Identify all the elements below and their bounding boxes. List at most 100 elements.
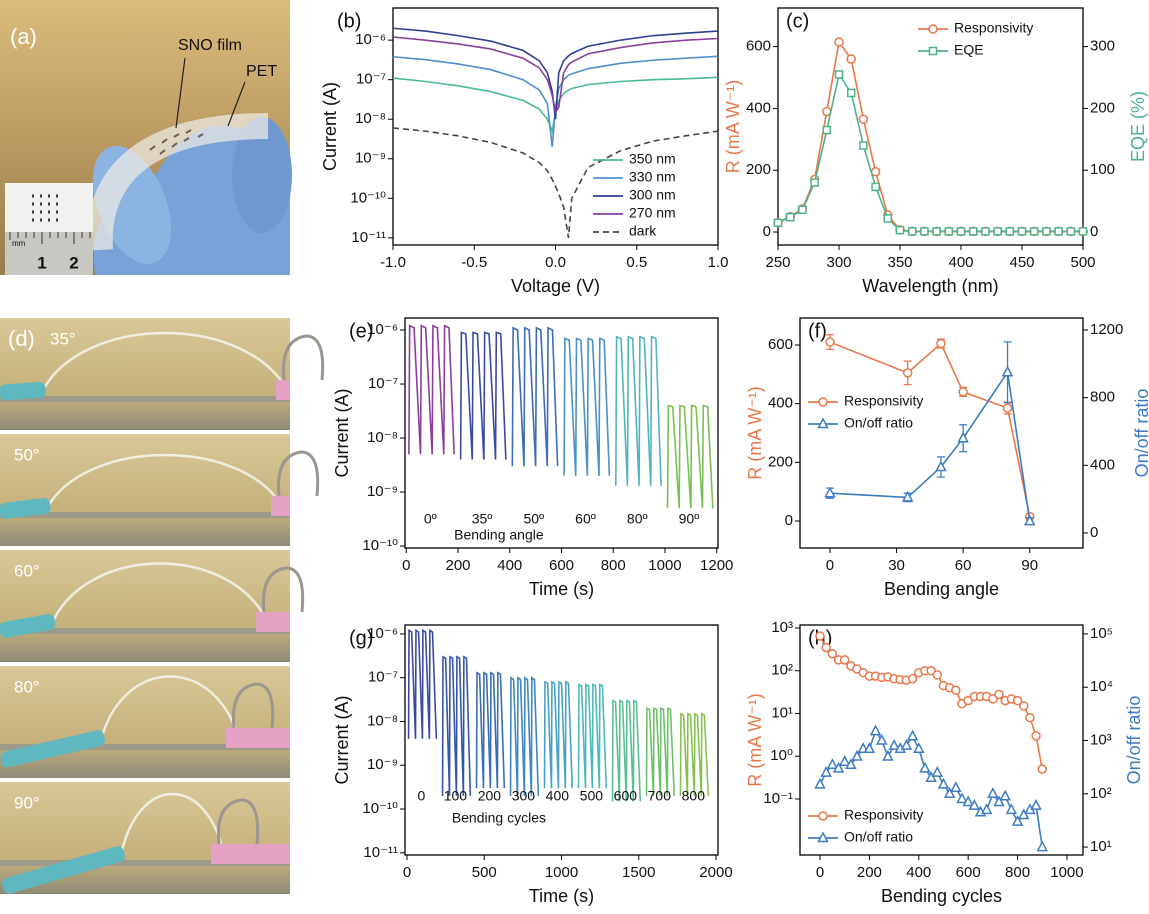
data-point [811, 179, 818, 186]
annotation: Bending cycles [452, 810, 546, 826]
chart-panel: 0306090020040060004008001200Bending angl… [745, 318, 1149, 599]
y-axis-label: Current (A) [332, 695, 352, 784]
x-axis-label: Voltage (V) [511, 276, 600, 296]
x-tick-label: 0.5 [626, 254, 647, 271]
x-tick-label: 500 [1070, 254, 1095, 271]
x-tick-label: 1.0 [708, 254, 729, 271]
y-tick-label: 10³ [771, 619, 793, 636]
y2-tick-label: 10³ [1090, 731, 1112, 748]
x-tick-label: 0 [816, 864, 824, 881]
group-label: 700 [648, 788, 672, 804]
x-tick-label: 1000 [1050, 864, 1083, 881]
legend-label: On/off ratio [844, 415, 913, 431]
data-point [823, 127, 830, 134]
y-tick-label: 0 [785, 512, 793, 529]
data-point [775, 219, 782, 226]
y-tick-label: 400 [746, 99, 771, 116]
y-tick-label: 10⁻¹¹ [363, 844, 398, 861]
ruler-unit: mm [12, 239, 26, 248]
data-point [933, 228, 940, 235]
y-tick-label: 10⁻¹⁰ [350, 189, 386, 206]
data-point [1006, 228, 1013, 235]
x-tick-label: 1000 [545, 864, 578, 881]
x-tick-label: 500 [472, 864, 497, 881]
data-point [1019, 228, 1026, 235]
page: {"photo_a": {"panel_label": "(a)", "film… [0, 0, 1149, 914]
data-point [816, 779, 825, 788]
data-point [952, 686, 960, 694]
y2-tick-label: 0 [1090, 524, 1098, 541]
panel-label: (d) [8, 326, 35, 351]
x-tick-label: 600 [956, 864, 981, 881]
data-point [1038, 842, 1047, 851]
legend-label: Responsivity [844, 807, 923, 823]
data-point [970, 228, 977, 235]
series-line [612, 701, 640, 802]
y2-tick-label: 400 [1090, 456, 1115, 473]
y-tick-label: 10⁰ [770, 747, 793, 764]
y-tick-label: 600 [768, 336, 793, 353]
y-axis-label: R (mA W⁻¹) [745, 693, 765, 786]
panel-label: (a) [10, 24, 37, 49]
y-tick-label: 10⁻¹⁰ [362, 537, 398, 554]
y-tick-label: 400 [768, 395, 793, 412]
series-line [393, 37, 718, 112]
group-label: 60º [575, 511, 596, 527]
x-tick-label: 2000 [699, 864, 732, 881]
group-label: 35º [472, 511, 493, 527]
data-point [828, 760, 837, 769]
data-point [904, 369, 912, 377]
data-point [859, 115, 867, 123]
data-point [920, 763, 929, 772]
data-point [1007, 805, 1016, 814]
y2-axis-label: On/off ratio [1124, 696, 1144, 785]
x-tick-label: 1200 [700, 557, 733, 574]
y2-tick-label: 10¹ [1090, 838, 1112, 855]
photo-a: (a) SNO film PET mm 1 2 [0, 0, 292, 275]
x-tick-label: 400 [906, 864, 931, 881]
y2-tick-label: 200 [1090, 99, 1115, 116]
data-point [1055, 228, 1062, 235]
angle-label: 90° [14, 793, 40, 812]
y-tick-label: 10⁻¹⁰ [362, 800, 398, 817]
data-point [822, 643, 830, 651]
photo-background [0, 550, 290, 662]
x-tick-label: 0 [826, 557, 834, 574]
x-axis-label: Time (s) [529, 886, 594, 906]
data-point [1032, 801, 1041, 810]
angle-label: 60° [14, 561, 40, 580]
series-line [443, 657, 471, 796]
y-axis-label: Current (A) [332, 388, 352, 477]
legend-label: On/off ratio [844, 829, 913, 845]
data-point [1020, 702, 1028, 710]
x-tick-label: -1.0 [380, 254, 406, 271]
y2-tick-label: 300 [1090, 38, 1115, 55]
y2-axis-label: On/off ratio [1132, 389, 1149, 478]
y-tick-label: 10⁻⁹ [367, 756, 398, 773]
series-line [393, 56, 718, 147]
x-tick-label: 90 [1021, 557, 1038, 574]
data-point [860, 142, 867, 149]
legend-label: 270 nm [629, 205, 676, 221]
series-line [616, 337, 661, 486]
x-tick-label: 600 [549, 557, 574, 574]
y-tick-label: 200 [746, 161, 771, 178]
y2-tick-label: 100 [1090, 161, 1115, 178]
data-point [995, 690, 1003, 698]
series-line [409, 326, 454, 455]
series-line [578, 684, 606, 788]
y-tick-label: 10⁻¹¹ [351, 229, 386, 246]
data-point [1001, 791, 1010, 800]
legend-label: 300 nm [629, 187, 676, 203]
x-tick-label: 0 [402, 557, 410, 574]
data-point [1067, 228, 1074, 235]
data-point [933, 768, 942, 777]
legend-marker [819, 398, 827, 406]
series-line [646, 708, 674, 796]
data-point [921, 228, 928, 235]
series-line [778, 74, 1083, 231]
y-tick-label: 10⁻⁷ [356, 71, 386, 88]
x-tick-label: 800 [1005, 864, 1030, 881]
data-point [787, 214, 794, 221]
y2-tick-label: 1200 [1090, 321, 1123, 338]
